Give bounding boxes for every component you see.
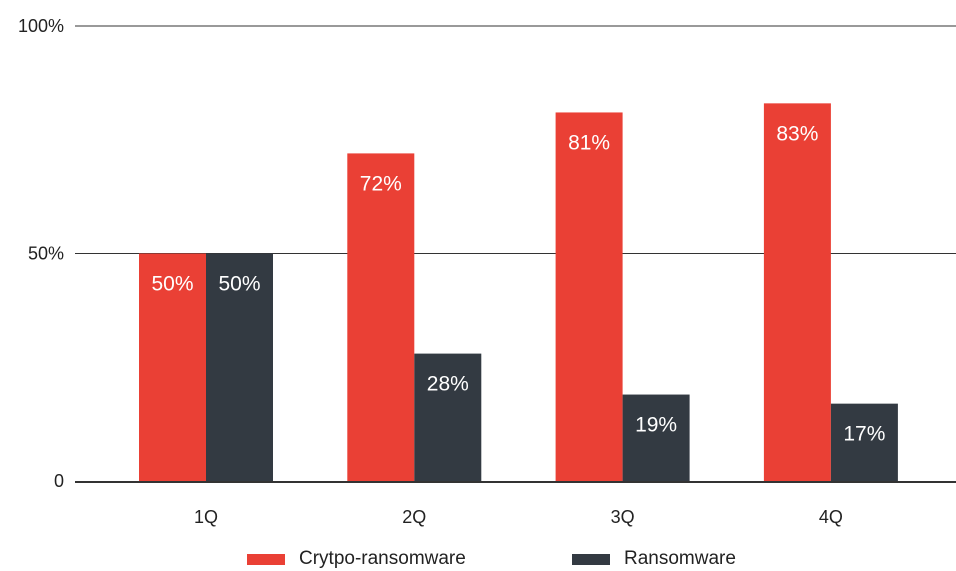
bars: 50% 50% 72% 28% 81% 19% 83% 17%: [139, 103, 898, 481]
y-axis: 0 50% 100%: [18, 16, 64, 491]
bar-value-label: 19%: [635, 414, 677, 437]
bar-value-label: 28%: [427, 373, 469, 396]
y-tick-label: 100%: [18, 16, 64, 36]
bar-ransomware: [622, 394, 690, 481]
legend-swatch-ransomware: [572, 553, 610, 565]
x-tick-label: 3Q: [611, 507, 635, 527]
legend-label-ransomware: Ransomware: [624, 548, 736, 569]
bar-ransomware: [830, 403, 898, 481]
legend-label-crypto-ransomware: Crytpo-ransomware: [299, 548, 466, 569]
bar-crypto-ransomware: [347, 153, 415, 481]
y-tick-label: 0: [54, 471, 64, 491]
bar-value-label: 72%: [360, 172, 402, 195]
legend: Crytpo-ransomware Ransomware: [0, 548, 956, 571]
bar-chart: 0 50% 100% 50% 50% 72% 28% 81% 19% 83% 17% 1Q 2Q 3Q…: [18, 16, 956, 527]
bar-ransomware: [414, 353, 482, 481]
bar-crypto-ransomware: [555, 112, 623, 481]
x-tick-label: 1Q: [194, 507, 218, 527]
bar-value-label: 50%: [218, 273, 260, 296]
x-axis: 1Q 2Q 3Q 4Q: [75, 481, 956, 527]
legend-item-crypto-ransomware: Crytpo-ransomware: [247, 548, 466, 570]
legend-swatch-crypto-ransomware: [247, 553, 285, 565]
bar-ransomware: [206, 253, 273, 481]
bar-crypto-ransomware: [763, 103, 831, 481]
x-tick-label: 2Q: [402, 507, 426, 527]
bar-value-label: 50%: [151, 273, 193, 296]
bar-crypto-ransomware: [139, 253, 206, 481]
x-tick-label: 4Q: [819, 507, 843, 527]
legend-item-ransomware: Ransomware: [572, 548, 736, 570]
bar-value-label: 81%: [568, 131, 610, 154]
y-tick-label: 50%: [28, 244, 64, 264]
bar-value-label: 17%: [843, 423, 885, 446]
bar-value-label: 83%: [776, 122, 818, 145]
